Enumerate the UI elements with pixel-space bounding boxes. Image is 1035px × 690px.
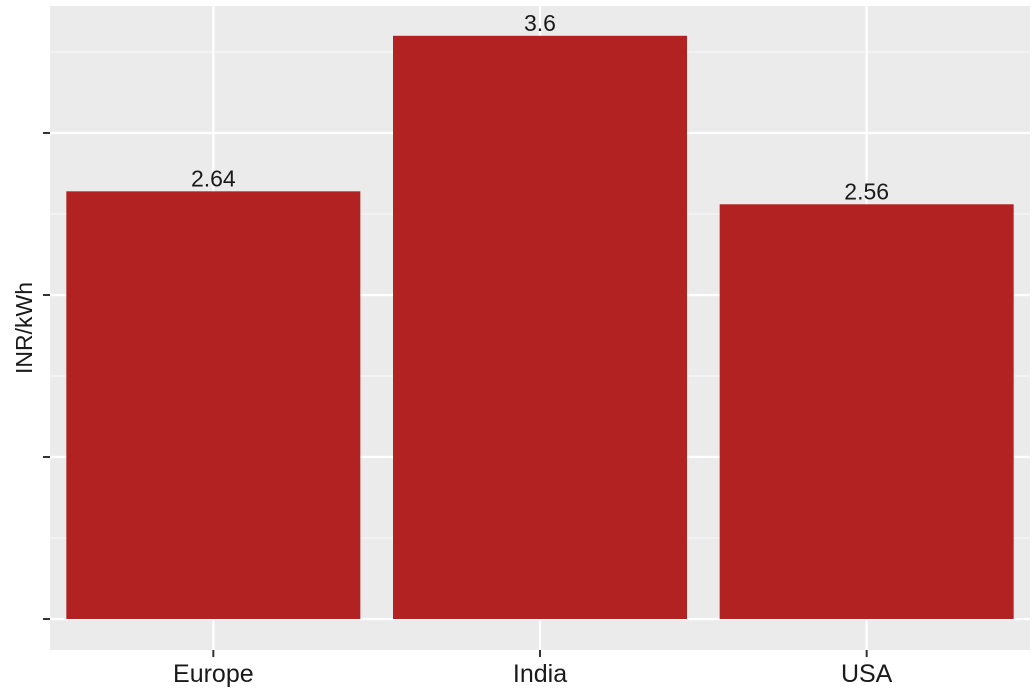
data-label: 2.56 [844, 178, 889, 204]
bar-europe [66, 191, 361, 619]
data-labels: 2.64 3.6 2.56 [191, 10, 889, 204]
bar-india [393, 35, 687, 620]
x-tick-label: India [513, 660, 567, 688]
bar-usa [719, 204, 1014, 619]
bars [66, 35, 1014, 620]
data-label: 3.6 [524, 10, 556, 36]
x-tick-label: Europe [173, 660, 254, 688]
data-label: 2.64 [191, 165, 236, 191]
y-axis-label: INR/kWh [11, 282, 37, 374]
x-axis-ticks: Europe India USA [173, 650, 893, 688]
y-axis-ticks [43, 132, 50, 620]
x-tick-label: USA [841, 660, 893, 688]
